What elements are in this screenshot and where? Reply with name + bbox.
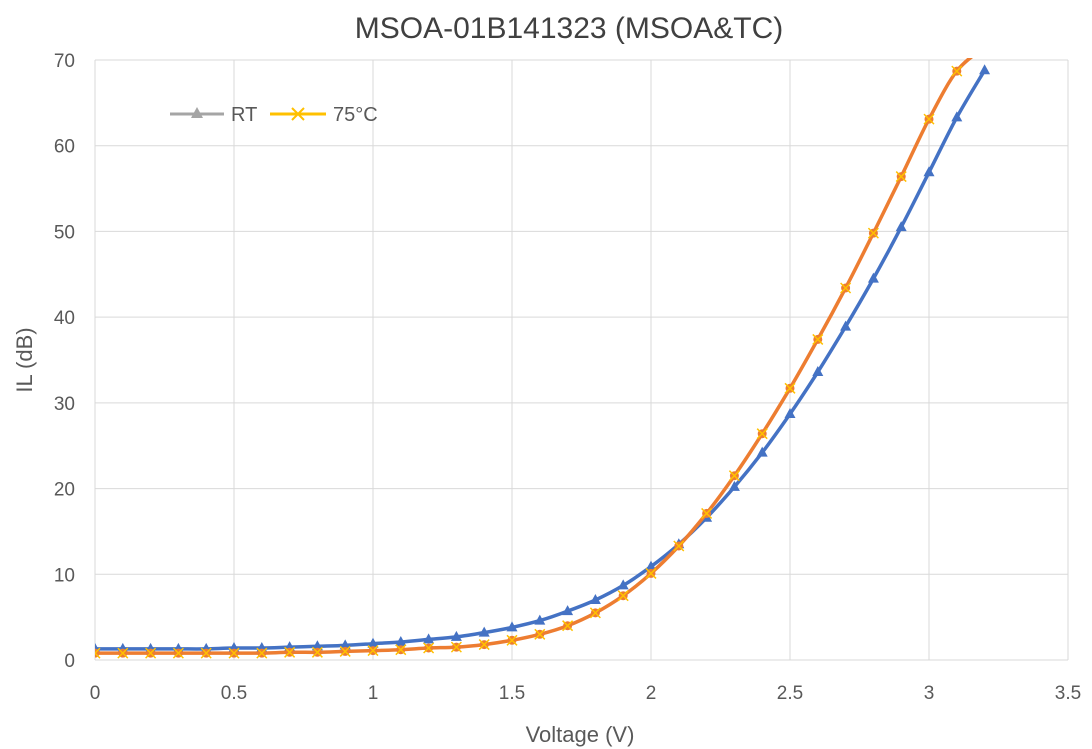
series-rt-point — [589, 594, 601, 604]
series-rt-point — [923, 166, 935, 177]
series-lines — [95, 42, 991, 659]
x-tick-label: 0 — [90, 683, 101, 704]
series-rt-point — [450, 630, 462, 641]
series-75c-point — [339, 645, 351, 657]
y-tick-label: 20 — [54, 480, 75, 501]
x-tick-label: 0.5 — [221, 683, 247, 704]
series-75c-point — [728, 470, 740, 482]
series-rt-point — [784, 408, 796, 418]
series-75c-point — [450, 641, 462, 653]
series-rt-point — [423, 633, 435, 644]
series-rt-point — [506, 621, 518, 632]
tick-labels: 0 0.5 1 1.5 2 2.5 3 3.5 0 10 20 30 40 50 60 70 — [54, 51, 1081, 704]
series-75c-point — [395, 644, 407, 656]
series-rt-line — [95, 68, 987, 651]
legend-75c-marker — [291, 107, 305, 121]
series-75c-point — [980, 42, 990, 52]
series-rt-point — [756, 446, 768, 457]
series-rt-point — [812, 366, 824, 376]
x-tick-label: 3.5 — [1055, 683, 1081, 704]
x-tick-label: 3 — [924, 683, 935, 704]
series-75c-point — [951, 65, 963, 77]
series-rt-point — [867, 272, 879, 283]
series-75c-point — [645, 567, 657, 579]
chart-title: MSOA-01B141323 (MSOA&TC) — [355, 12, 783, 45]
series-rt-point — [840, 320, 852, 331]
series-75c-line — [95, 58, 973, 655]
series-rt-point — [534, 614, 546, 625]
series-75c-point — [701, 507, 713, 519]
series-rt-point — [311, 640, 323, 651]
y-tick-label: 50 — [54, 222, 75, 243]
series-75c-point — [423, 642, 435, 654]
series-rt-point — [645, 560, 657, 571]
y-tick-label: 0 — [64, 651, 75, 672]
y-tick-label: 10 — [54, 565, 75, 586]
legend-75c-label: 75°C — [333, 104, 378, 126]
series-rt-point — [728, 480, 740, 491]
y-tick-label: 40 — [54, 308, 75, 329]
series-75c-point — [756, 428, 768, 440]
series-75c-point — [923, 113, 935, 125]
series-75c-point — [284, 646, 296, 658]
series-75c-point — [506, 634, 518, 646]
series-75c-point — [256, 647, 268, 659]
series-rt-point — [339, 639, 351, 650]
series-75c-point — [200, 647, 212, 659]
legend: RT 75°C — [170, 104, 378, 126]
series-rt-point — [617, 579, 629, 590]
series-rt-point — [367, 637, 379, 648]
series-75c-point — [117, 647, 129, 659]
series-75c-point — [840, 282, 852, 294]
series-rt-point — [979, 64, 991, 75]
series-75c-point — [673, 540, 685, 552]
series-75c-point — [784, 382, 796, 394]
y-tick-label: 60 — [54, 137, 75, 158]
series-rt-point — [562, 605, 574, 616]
series-75c-point — [478, 639, 490, 651]
gridlines — [94, 59, 1069, 661]
x-tick-label: 2 — [646, 683, 657, 704]
series-rt-point — [895, 221, 907, 232]
series-75c-point — [311, 646, 323, 658]
series-75c-point — [95, 647, 101, 659]
series-75c-point — [589, 607, 601, 619]
series-75c-point — [534, 628, 546, 640]
y-tick-label: 70 — [54, 51, 75, 72]
x-tick-label: 1.5 — [499, 683, 525, 704]
series-75c-point — [812, 333, 824, 345]
series-rt-point — [478, 626, 490, 637]
series-75c-point — [367, 645, 379, 657]
series-75c-point — [172, 647, 184, 659]
x-axis-title: Voltage (V) — [526, 722, 635, 747]
series-rt-point — [951, 111, 963, 122]
y-axis-title: IL (dB) — [12, 327, 37, 392]
legend-rt-label: RT — [231, 104, 257, 126]
series-75c-point — [562, 620, 574, 632]
x-tick-label: 2.5 — [777, 683, 803, 704]
series-75c-point — [228, 647, 240, 659]
series-75c-point — [867, 227, 879, 239]
series-75c-point — [145, 647, 157, 659]
series-75c-point — [895, 171, 907, 183]
legend-rt-marker — [191, 107, 203, 118]
y-tick-label: 30 — [54, 394, 75, 415]
series-75c-point — [617, 590, 629, 602]
series-rt-point — [395, 636, 407, 646]
x-tick-label: 1 — [368, 683, 379, 704]
